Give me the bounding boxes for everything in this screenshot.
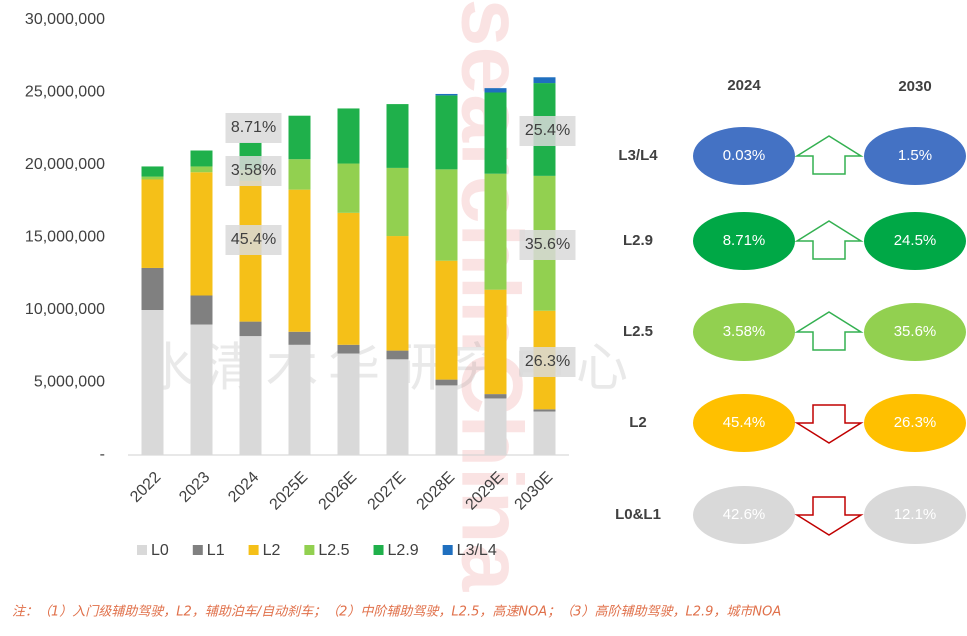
y-tick-label: 10,000,000 [25, 301, 105, 318]
share-label: 45.4% [723, 414, 766, 431]
bar-segment [240, 336, 262, 455]
annotation: 26.3% [525, 353, 570, 370]
share-label: 0.03% [723, 147, 766, 164]
arrow-down [797, 497, 861, 535]
y-tick-label: 30,000,000 [25, 11, 105, 28]
bar-segment [387, 104, 409, 168]
bar-segment [485, 398, 507, 455]
arrow-down [797, 405, 861, 443]
y-tick-label: 15,000,000 [25, 229, 105, 246]
bar-segment [289, 159, 311, 189]
legend-label: L0 [151, 542, 169, 559]
legend-label: L3/L4 [457, 542, 497, 559]
bar-segment [289, 190, 311, 332]
legend-swatch [193, 545, 203, 555]
bar-segment [338, 345, 360, 354]
bar-segment [387, 168, 409, 236]
bar-segment [191, 151, 213, 167]
bar-segment [142, 268, 164, 310]
bar-segment [191, 296, 213, 325]
arrow-up [797, 312, 861, 350]
bar-segment [240, 322, 262, 337]
bar-segment [485, 290, 507, 394]
bar-segment [534, 77, 556, 83]
bar-segment [436, 385, 458, 455]
bar-segment [485, 93, 507, 174]
legend-label: L2 [263, 542, 281, 559]
bar-segment [387, 236, 409, 351]
bar-segment [142, 166, 164, 176]
x-tick-label: 2027E [365, 469, 410, 514]
bar-segment [485, 394, 507, 398]
share-label: 35.6% [894, 323, 937, 340]
legend-swatch [137, 545, 147, 555]
x-tick-label: 2023 [176, 469, 213, 506]
bar-segment [436, 94, 458, 95]
arrow-up [797, 136, 861, 174]
x-tick-label: 2022 [127, 469, 164, 506]
annotation: 8.71% [231, 119, 276, 136]
share-label: 24.5% [894, 232, 937, 249]
year-header: 2030 [898, 78, 931, 95]
footnote: 注：（1）入门级辅助驾驶，L2，辅助泊车/自动刹车；（2）中阶辅助驾驶，L2.5… [12, 604, 781, 620]
share-label: 3.58% [723, 323, 766, 340]
share-label: 42.6% [723, 506, 766, 523]
annotation: 3.58% [231, 162, 276, 179]
legend-swatch [374, 545, 384, 555]
y-tick-label: - [100, 446, 105, 463]
bar-segment [289, 332, 311, 345]
bar-segment [338, 354, 360, 456]
x-tick-label: 2026E [316, 469, 361, 514]
y-tick-label: 25,000,000 [25, 84, 105, 101]
level-label: L3/L4 [618, 147, 658, 164]
bar-segment [387, 351, 409, 360]
y-tick-label: 20,000,000 [25, 156, 105, 173]
legend-swatch [443, 545, 453, 555]
bar-segment [191, 325, 213, 456]
level-label: L0&L1 [615, 506, 661, 523]
bar-segment [436, 380, 458, 386]
x-tick-label: 2024 [225, 469, 262, 506]
bar-segment [436, 169, 458, 260]
bar-segment [338, 164, 360, 213]
legend-swatch [304, 545, 314, 555]
level-label: L2.9 [623, 232, 653, 249]
legend-label: L1 [207, 542, 225, 559]
arrow-up [797, 221, 861, 259]
bar-segment [142, 177, 164, 180]
bar-segment [338, 213, 360, 345]
y-tick-label: 5,000,000 [34, 374, 105, 391]
share-label: 12.1% [894, 506, 937, 523]
annotation: 35.6% [525, 236, 570, 253]
bar-segment [191, 166, 213, 172]
bar-segment [436, 261, 458, 380]
bar-segment [338, 108, 360, 163]
bar-segment [387, 359, 409, 455]
bar-segment [485, 88, 507, 92]
bar-segment [436, 95, 458, 169]
bar-segment [289, 116, 311, 160]
legend-label: L2.9 [388, 542, 419, 559]
bar-segment [191, 172, 213, 295]
bar-segment [485, 174, 507, 290]
legend-label: L2.5 [318, 542, 349, 559]
legend-swatch [249, 545, 259, 555]
bar-segment [534, 409, 556, 411]
x-tick-label: 2025E [267, 469, 312, 514]
share-label: 8.71% [723, 232, 766, 249]
bar-segment [142, 180, 164, 268]
level-label: L2 [629, 414, 647, 431]
year-header: 2024 [727, 77, 761, 94]
level-label: L2.5 [623, 323, 653, 340]
bar-segment [142, 310, 164, 455]
share-label: 1.5% [898, 147, 932, 164]
annotation: 45.4% [231, 231, 276, 248]
bar-segment [289, 345, 311, 455]
bar-segment [534, 412, 556, 456]
annotation: 25.4% [525, 122, 570, 139]
share-label: 26.3% [894, 414, 937, 431]
